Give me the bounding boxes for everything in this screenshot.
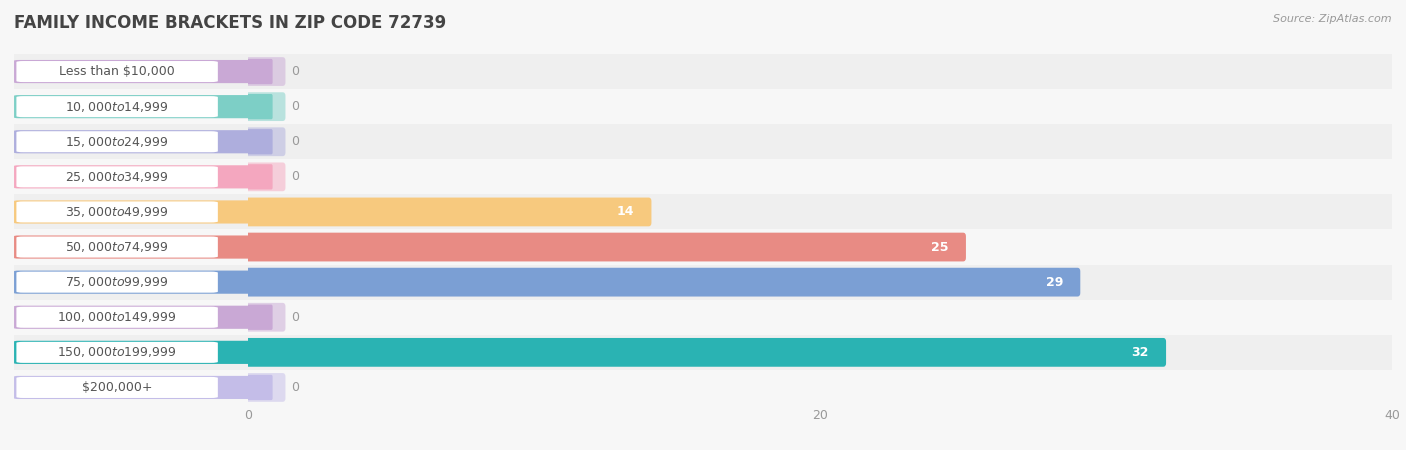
Text: $15,000 to $24,999: $15,000 to $24,999: [65, 135, 169, 149]
Text: $50,000 to $74,999: $50,000 to $74,999: [65, 240, 169, 254]
Text: 0: 0: [291, 65, 299, 78]
Text: $75,000 to $99,999: $75,000 to $99,999: [65, 275, 169, 289]
FancyBboxPatch shape: [247, 234, 273, 260]
Text: 32: 32: [1132, 346, 1149, 359]
FancyBboxPatch shape: [246, 162, 285, 191]
FancyBboxPatch shape: [14, 54, 249, 89]
FancyBboxPatch shape: [14, 341, 253, 364]
FancyBboxPatch shape: [17, 166, 218, 187]
FancyBboxPatch shape: [14, 335, 249, 370]
FancyBboxPatch shape: [14, 165, 253, 189]
FancyBboxPatch shape: [246, 303, 285, 332]
FancyBboxPatch shape: [249, 194, 1392, 230]
FancyBboxPatch shape: [247, 199, 273, 225]
FancyBboxPatch shape: [17, 342, 218, 363]
FancyBboxPatch shape: [249, 370, 1392, 405]
FancyBboxPatch shape: [17, 272, 218, 292]
FancyBboxPatch shape: [249, 89, 1392, 124]
FancyBboxPatch shape: [249, 159, 1392, 194]
FancyBboxPatch shape: [14, 370, 249, 405]
FancyBboxPatch shape: [247, 305, 273, 330]
FancyBboxPatch shape: [249, 265, 1392, 300]
FancyBboxPatch shape: [14, 124, 249, 159]
FancyBboxPatch shape: [247, 94, 273, 119]
FancyBboxPatch shape: [247, 340, 273, 365]
FancyBboxPatch shape: [247, 59, 273, 84]
FancyBboxPatch shape: [249, 124, 1392, 159]
Text: FAMILY INCOME BRACKETS IN ZIP CODE 72739: FAMILY INCOME BRACKETS IN ZIP CODE 72739: [14, 14, 446, 32]
FancyBboxPatch shape: [17, 131, 218, 152]
FancyBboxPatch shape: [14, 265, 249, 300]
FancyBboxPatch shape: [246, 198, 651, 226]
FancyBboxPatch shape: [17, 307, 218, 328]
Text: Less than $10,000: Less than $10,000: [59, 65, 174, 78]
Text: $150,000 to $199,999: $150,000 to $199,999: [58, 345, 177, 360]
FancyBboxPatch shape: [247, 164, 273, 189]
FancyBboxPatch shape: [17, 377, 218, 398]
Text: $10,000 to $14,999: $10,000 to $14,999: [65, 99, 169, 114]
Text: 0: 0: [291, 100, 299, 113]
FancyBboxPatch shape: [17, 237, 218, 257]
FancyBboxPatch shape: [14, 300, 249, 335]
FancyBboxPatch shape: [249, 335, 1392, 370]
Text: 29: 29: [1046, 276, 1063, 288]
FancyBboxPatch shape: [17, 96, 218, 117]
FancyBboxPatch shape: [14, 194, 249, 230]
Text: $200,000+: $200,000+: [82, 381, 152, 394]
FancyBboxPatch shape: [246, 373, 285, 402]
FancyBboxPatch shape: [246, 338, 1166, 367]
Text: 0: 0: [291, 135, 299, 148]
FancyBboxPatch shape: [14, 89, 249, 124]
Text: 0: 0: [291, 311, 299, 324]
FancyBboxPatch shape: [246, 92, 285, 121]
FancyBboxPatch shape: [14, 235, 253, 259]
FancyBboxPatch shape: [14, 306, 253, 329]
FancyBboxPatch shape: [14, 200, 253, 224]
FancyBboxPatch shape: [14, 159, 249, 194]
FancyBboxPatch shape: [247, 270, 273, 295]
FancyBboxPatch shape: [249, 54, 1392, 89]
FancyBboxPatch shape: [249, 230, 1392, 265]
FancyBboxPatch shape: [246, 57, 285, 86]
FancyBboxPatch shape: [17, 61, 218, 82]
Text: 14: 14: [617, 206, 634, 218]
Text: 0: 0: [291, 171, 299, 183]
FancyBboxPatch shape: [246, 268, 1080, 297]
Text: $25,000 to $34,999: $25,000 to $34,999: [65, 170, 169, 184]
Text: Source: ZipAtlas.com: Source: ZipAtlas.com: [1274, 14, 1392, 23]
Text: 25: 25: [931, 241, 949, 253]
FancyBboxPatch shape: [14, 376, 253, 399]
FancyBboxPatch shape: [14, 60, 253, 83]
FancyBboxPatch shape: [14, 270, 253, 294]
FancyBboxPatch shape: [14, 130, 253, 153]
FancyBboxPatch shape: [249, 300, 1392, 335]
FancyBboxPatch shape: [14, 95, 253, 118]
FancyBboxPatch shape: [17, 202, 218, 222]
FancyBboxPatch shape: [246, 233, 966, 261]
FancyBboxPatch shape: [247, 129, 273, 154]
FancyBboxPatch shape: [247, 375, 273, 400]
FancyBboxPatch shape: [246, 127, 285, 156]
FancyBboxPatch shape: [14, 230, 249, 265]
Text: $35,000 to $49,999: $35,000 to $49,999: [65, 205, 169, 219]
Text: 0: 0: [291, 381, 299, 394]
Text: $100,000 to $149,999: $100,000 to $149,999: [58, 310, 177, 324]
